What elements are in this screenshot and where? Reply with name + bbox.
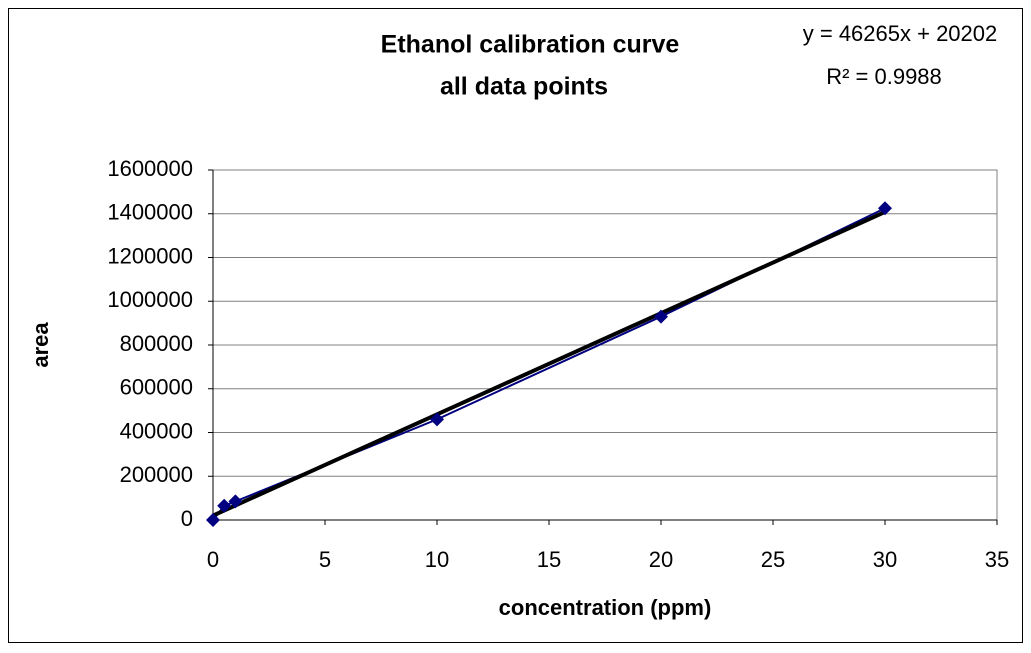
x-tick-label: 0 [207,547,219,572]
x-tick-label: 35 [985,547,1009,572]
y-axis-label: area [28,322,53,368]
chart-title: Ethanol calibration curve [381,31,680,59]
data-point [430,412,444,427]
x-tick-label: 10 [425,547,449,572]
y-tick-label: 1400000 [107,200,193,225]
y-tick-label: 1200000 [107,243,193,268]
x-tick-label: 30 [873,547,897,572]
y-tick-label: 1000000 [107,287,193,312]
data-point [228,494,243,509]
data-point [206,513,220,527]
data-point [878,201,892,216]
chart-title: all data points [440,73,608,101]
y-tick-label: 200000 [120,462,193,487]
x-tick-label: 20 [649,547,673,572]
y-tick-label: 400000 [120,418,193,443]
x-tick-label: 25 [761,547,785,572]
y-tick-label: 1600000 [107,156,193,181]
r-squared: R² = 0.9988 [826,64,942,89]
y-tick-label: 0 [181,506,193,531]
x-tick-label: 5 [319,547,331,572]
trendline-equation: y = 46265x + 20202 [803,21,998,46]
y-tick-label: 800000 [120,331,193,356]
data-point [654,309,668,324]
data-point [217,498,232,513]
y-tick-label: 600000 [120,375,193,400]
x-tick-label: 15 [537,547,561,572]
trendline [212,210,886,518]
x-axis-label: concentration (ppm) [499,595,712,620]
